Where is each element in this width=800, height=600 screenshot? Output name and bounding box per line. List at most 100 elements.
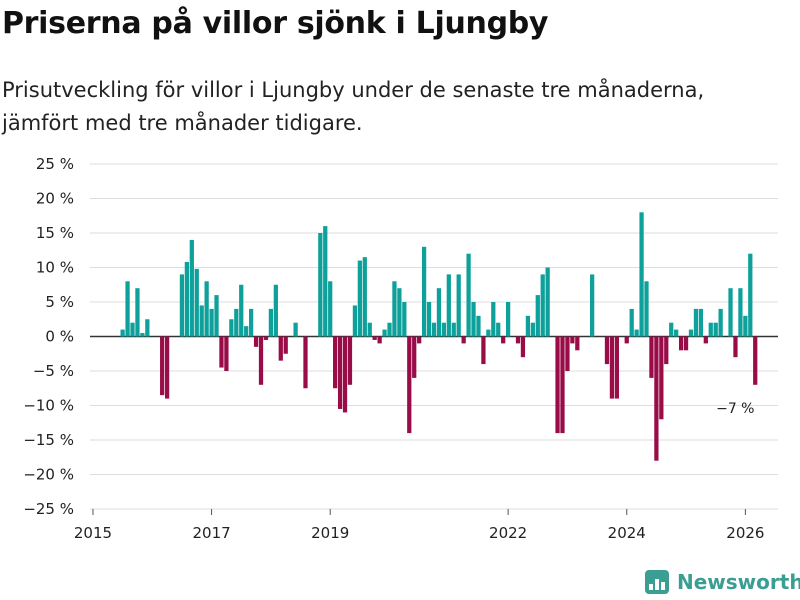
bar: [347, 336, 353, 385]
bar: [496, 322, 501, 337]
bar: [678, 336, 684, 351]
bar: [659, 336, 664, 420]
bar: [466, 253, 471, 337]
x-tick-label: 2026: [726, 524, 764, 542]
y-axis-ticks: 25 % 20 % 15 % 10 % 5 % 0 % −5 % −10 % −15 % −20 …: [23, 155, 74, 518]
bar: [501, 336, 506, 344]
bar: [708, 322, 713, 337]
bar: [209, 308, 214, 337]
bar: [491, 302, 496, 337]
bar: [530, 322, 535, 337]
bar: [436, 288, 442, 337]
bar: [417, 336, 422, 344]
bar: [145, 319, 150, 337]
bar: [441, 322, 446, 337]
bar: [683, 336, 689, 351]
bar: [669, 322, 674, 337]
bar: [713, 322, 718, 337]
y-tick-label: 25 %: [36, 155, 74, 173]
bar: [471, 302, 476, 337]
bar: [323, 226, 328, 337]
bar: [293, 322, 298, 337]
bar: [609, 336, 615, 399]
bar: [728, 288, 733, 337]
x-tick-label: 2017: [192, 524, 230, 542]
y-tick-label: −25 %: [23, 500, 74, 518]
bar: [407, 336, 412, 434]
bar: [337, 336, 343, 409]
bar: [204, 281, 209, 337]
bar: [372, 336, 377, 340]
bar: [352, 305, 358, 337]
annotations: −7 %: [716, 401, 754, 417]
bar: [268, 308, 274, 337]
bar: [476, 315, 481, 337]
bar: [520, 336, 526, 358]
bar: [738, 288, 743, 337]
bar: [219, 336, 224, 368]
bar: [688, 329, 694, 337]
x-tick-label: 2022: [489, 524, 527, 542]
bar: [753, 336, 758, 385]
bar: [624, 336, 629, 344]
bar: [397, 288, 402, 337]
bar: [506, 302, 511, 337]
gridlines: [90, 163, 778, 510]
bar: [486, 329, 491, 337]
bar: [693, 308, 699, 337]
newsworthy-logo: Newsworthy: [645, 570, 800, 594]
y-tick-label: −10 %: [23, 397, 74, 415]
bar: [362, 257, 367, 337]
bar: [575, 336, 580, 351]
bar: [426, 302, 432, 337]
bar: [135, 288, 140, 337]
bar: [125, 281, 130, 337]
last-value-annotation: −7 %: [716, 401, 754, 417]
bar: [402, 302, 407, 337]
bar: [748, 253, 753, 337]
bar: [733, 336, 738, 358]
bar: [412, 336, 417, 378]
y-tick-label: 10 %: [36, 259, 74, 277]
bar: [649, 336, 654, 378]
bar: [189, 239, 194, 337]
bar: [392, 281, 397, 337]
bar: [140, 333, 145, 337]
bar: [283, 336, 288, 354]
bar: [357, 260, 362, 337]
bar: [456, 274, 461, 337]
bar: [481, 336, 486, 365]
y-tick-label: 15 %: [36, 224, 74, 242]
bar: [540, 274, 545, 337]
bar: [263, 336, 269, 340]
x-tick-label: 2024: [608, 524, 646, 542]
bar: [214, 295, 219, 337]
chart-subtitle: Prisutveckling för villor i Ljungby unde…: [2, 78, 705, 135]
y-tick-label: 5 %: [45, 293, 74, 311]
bar: [367, 322, 372, 337]
bar: [179, 274, 185, 337]
bar: [239, 284, 244, 337]
x-tick-label: 2015: [74, 524, 112, 542]
y-tick-label: 20 %: [36, 190, 74, 208]
bar: [333, 336, 338, 389]
bar: [446, 274, 451, 337]
bar: [224, 336, 229, 371]
bar: [634, 329, 639, 337]
chart-title: Priserna på villor sjönk i Ljungby: [2, 6, 549, 41]
bar: [278, 336, 283, 361]
newsworthy-logo-icon: [645, 570, 669, 594]
bar: [229, 319, 234, 337]
bar: [382, 329, 387, 337]
bar: [451, 322, 456, 337]
bar: [604, 336, 610, 365]
bar: [570, 336, 575, 344]
bar: [273, 284, 278, 337]
newsworthy-logo-text: Newsworthy: [677, 570, 800, 594]
bar: [644, 281, 649, 337]
bar: [525, 315, 531, 337]
bar: [639, 212, 644, 337]
bar: [130, 322, 135, 337]
bar: [431, 322, 437, 337]
bar: [244, 326, 249, 337]
